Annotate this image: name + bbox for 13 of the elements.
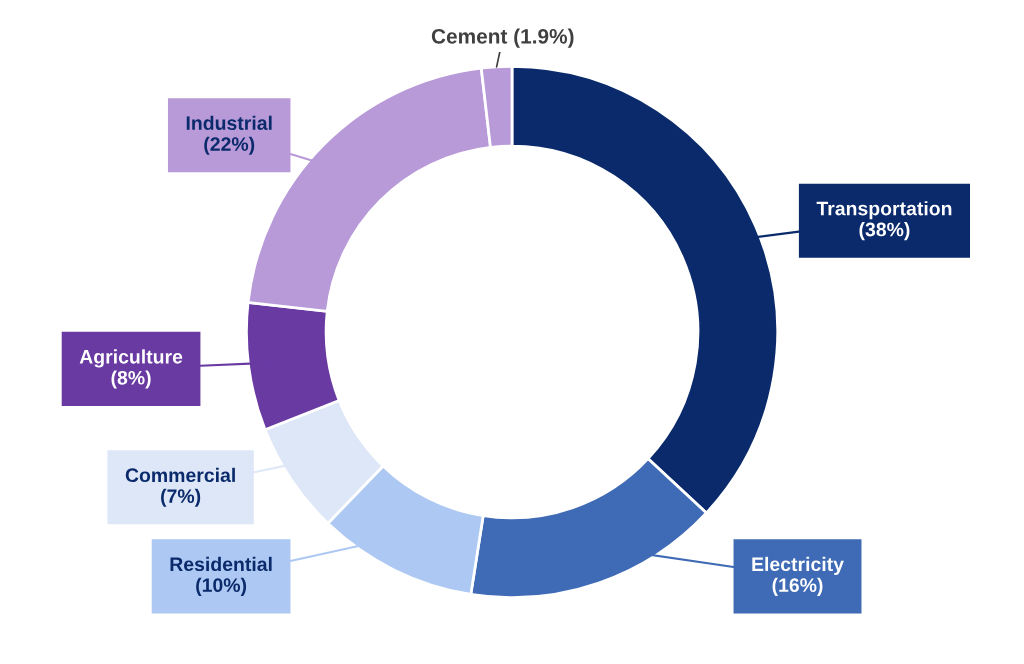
- data-label: (10%): [196, 577, 247, 596]
- data-label: (7%): [161, 488, 201, 507]
- slice-label: Residential: [170, 556, 272, 572]
- slice-label: Transportation: [816, 201, 952, 220]
- data-label: (16%): [772, 577, 823, 596]
- slice-label: Industrial: [186, 115, 272, 130]
- data-label: (8%): [111, 370, 151, 389]
- slice-label: Commercial: [125, 467, 235, 483]
- slice-label: Agriculture: [79, 349, 183, 368]
- data-label: (38%): [859, 222, 910, 241]
- slice-label: Electricity: [752, 556, 844, 575]
- slice-label: Cement (1.9%): [431, 28, 574, 48]
- data-label: (22%): [204, 136, 255, 155]
